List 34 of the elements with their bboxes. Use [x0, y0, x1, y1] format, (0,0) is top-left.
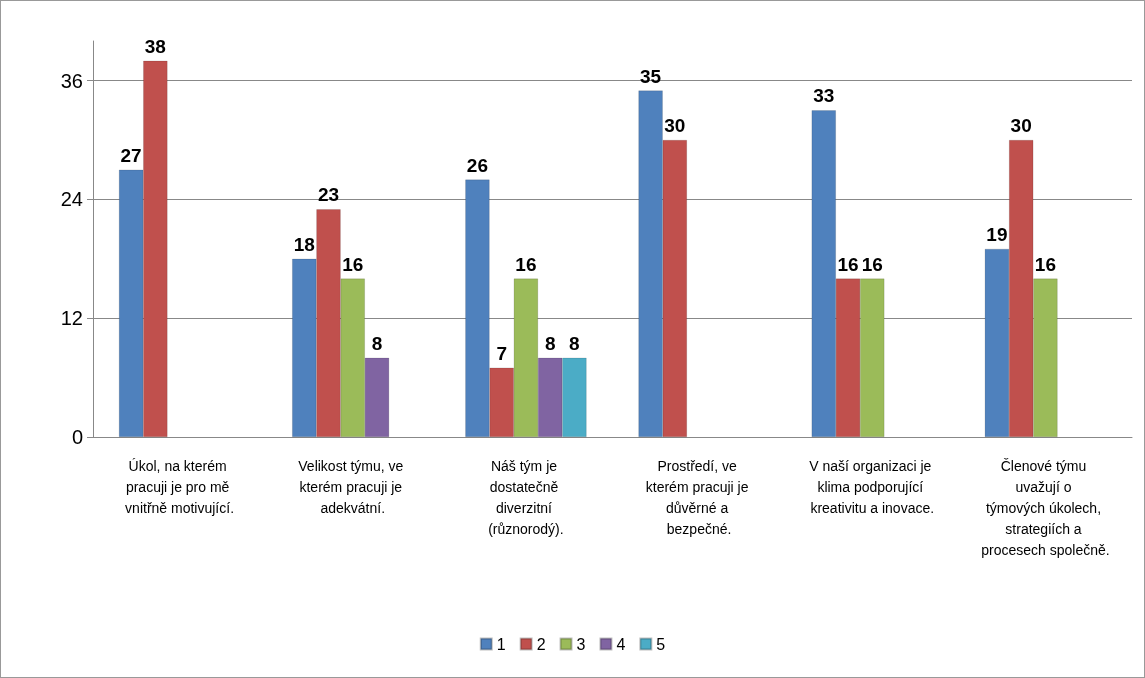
x-tick-label: V naší organizaci je klima podporující kreativitu a inovace.	[809, 457, 936, 516]
data-label: 16	[342, 253, 364, 275]
data-label: 8	[544, 332, 556, 354]
data-label: 35	[640, 65, 662, 87]
data-label: 26	[466, 154, 488, 176]
y-tick-label: 24	[60, 188, 83, 211]
legend-label: 1	[496, 635, 506, 653]
data-label: 16	[837, 253, 859, 275]
x-tick-label: Náš tým je dostatečně diverzitní (různorodý).	[488, 457, 564, 537]
data-label: 27	[120, 144, 142, 166]
legend-label: 2	[536, 635, 546, 653]
x-tick-label: Velikost týmu, ve kterém pracuji je adekvátní.	[298, 457, 408, 516]
data-label: 16	[1034, 253, 1056, 275]
data-label: 7	[496, 342, 507, 364]
data-label: 30	[1010, 115, 1032, 136]
data-label: 23	[317, 184, 340, 206]
data-label: 16	[515, 253, 537, 275]
data-label: 30	[664, 115, 686, 136]
legend-label: 5	[656, 635, 666, 653]
x-tick-label: Členové týmu uvažují o týmových úkolech, strategiích a procesech společně.	[981, 457, 1110, 558]
data-label: 33	[813, 85, 835, 107]
legend-label: 4	[616, 635, 626, 653]
data-label: 18	[293, 233, 315, 255]
x-tick-label: Úkol, na kterém pracuji je pro mě vnitřně motivující.	[125, 457, 235, 516]
data-label: 8	[371, 332, 383, 354]
data-label: 16	[861, 253, 883, 275]
x-tick-label: Prostředí, ve kterém pracuji je důvěrné a bezpečné.	[645, 457, 753, 537]
y-tick-label: 12	[60, 307, 83, 330]
data-label: 19	[986, 223, 1008, 245]
data-label: 38	[144, 35, 166, 57]
y-tick-label: 36	[60, 69, 83, 92]
legend-label: 3	[576, 635, 586, 653]
data-label: 8	[569, 332, 580, 354]
y-tick-label: 0	[71, 426, 83, 448]
